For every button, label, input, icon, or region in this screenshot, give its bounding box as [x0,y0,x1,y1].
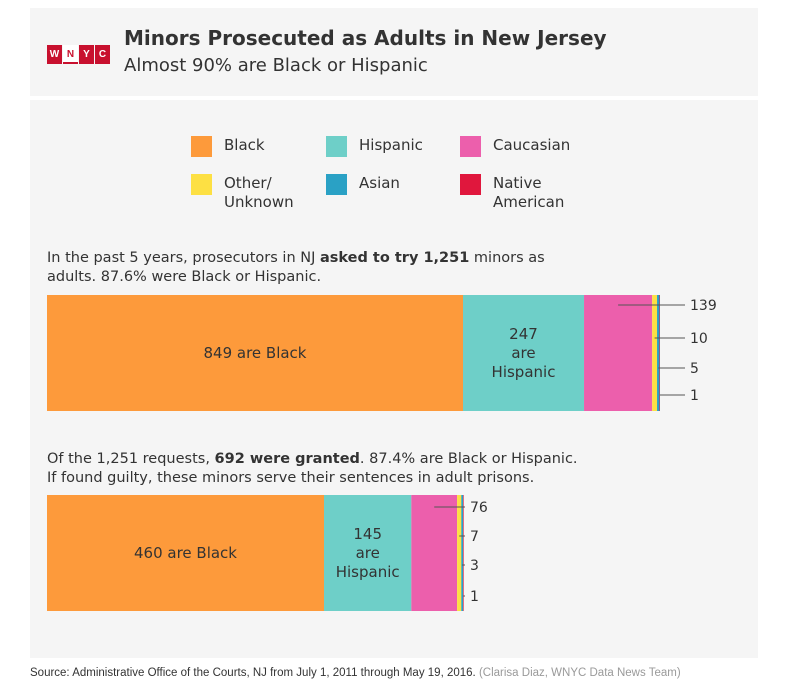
bar-value-label-other-unknown: 7 [470,529,479,545]
bar-segment-asian [461,495,464,611]
legend-item-native-american: Native American [460,174,564,212]
bar-label-hispanic: Hispanic [336,563,400,581]
legend-item-black: Black [191,136,265,157]
bar-label-black: 849 are Black [203,344,306,362]
bar-value-label-asian: 5 [690,361,699,377]
legend-item-caucasian: Caucasian [460,136,570,157]
legend-label: Caucasian [493,136,571,154]
bar-segment-black [47,295,463,411]
bar-segment-asian [657,295,660,411]
legend-swatch [191,136,212,157]
bar-value-label-caucasian: 76 [470,500,488,516]
legend-item-asian: Asian [326,174,400,195]
bar-label-hispanic: 247 [509,325,538,343]
legend-label: Other/Unknown [224,174,294,211]
bar-segment-other-unknown [652,295,658,411]
legend-item-other-unknown: Other/Unknown [191,174,294,212]
bar-segment-caucasian [584,295,653,411]
bar-segment-hispanic [463,295,585,411]
legend-label: Native American [493,174,565,211]
legend-label: Asian [359,174,400,192]
bar-segment-native-american [463,495,464,611]
bar-segment-other-unknown [457,495,462,611]
legend-swatch [326,174,347,195]
bar-value-label-caucasian: 139 [690,298,717,314]
legend-item-hispanic: Hispanic [326,136,423,157]
bar-segment-black [47,495,324,611]
bar-label-hispanic: 145 [353,525,382,543]
section1-text: In the past 5 years, prosecutors in NJ a… [47,250,545,285]
bar-segment-hispanic [324,495,412,611]
bar-label-hispanic: are [356,544,380,562]
bar-value-label-native-american: 1 [690,388,699,404]
bar-label-hispanic: are [511,344,535,362]
bar-value-label-asian: 3 [470,558,479,574]
bar-label-hispanic: Hispanic [492,363,556,381]
legend-swatch [326,136,347,157]
bar-label-black: 460 are Black [134,544,237,562]
chart-title: Minors Prosecuted as Adults in New Jerse… [124,26,607,50]
section2-text: Of the 1,251 requests, 692 were granted.… [47,451,578,486]
legend-swatch [460,136,481,157]
legend-label: Black [224,136,265,154]
legend-swatch [460,174,481,195]
source-note: Source: Administrative Office of the Cou… [30,667,681,679]
bar-value-label-native-american: 1 [470,589,479,605]
bar-value-label-other-unknown: 10 [690,331,708,347]
legend-swatch [191,174,212,195]
chart-subtitle: Almost 90% are Black or Hispanic [124,55,428,76]
bar-segment-caucasian [411,495,458,611]
legend-label: Hispanic [359,136,423,154]
